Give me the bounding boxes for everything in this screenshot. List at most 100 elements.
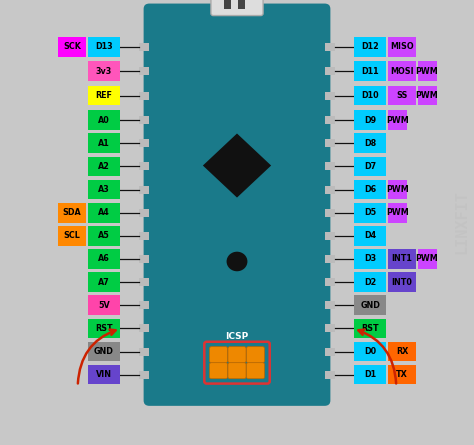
FancyBboxPatch shape	[354, 295, 386, 315]
Text: SDA: SDA	[63, 208, 82, 217]
Text: SCK: SCK	[63, 42, 81, 51]
Bar	[139, 186, 149, 194]
Text: D4: D4	[364, 231, 376, 240]
Text: PWM: PWM	[386, 208, 409, 217]
Bar	[238, 0, 245, 9]
Bar	[325, 116, 335, 124]
FancyBboxPatch shape	[228, 363, 246, 379]
Text: PWM: PWM	[386, 116, 409, 125]
Text: REF: REF	[95, 91, 112, 100]
Bar	[139, 371, 149, 379]
Text: RST: RST	[95, 324, 113, 333]
Bar	[325, 348, 335, 356]
FancyBboxPatch shape	[388, 365, 416, 384]
FancyBboxPatch shape	[354, 319, 386, 338]
Text: D7: D7	[364, 162, 376, 171]
Bar	[139, 92, 149, 100]
Text: D3: D3	[364, 255, 376, 263]
FancyBboxPatch shape	[88, 365, 120, 384]
Text: D2: D2	[364, 278, 376, 287]
FancyBboxPatch shape	[388, 86, 416, 105]
Text: VIN: VIN	[96, 370, 112, 379]
Text: RX: RX	[396, 347, 408, 356]
FancyBboxPatch shape	[354, 272, 386, 292]
FancyBboxPatch shape	[354, 180, 386, 199]
FancyBboxPatch shape	[246, 347, 264, 363]
FancyBboxPatch shape	[354, 61, 386, 81]
Circle shape	[227, 252, 247, 271]
FancyBboxPatch shape	[354, 86, 386, 105]
FancyBboxPatch shape	[88, 37, 120, 57]
Bar	[139, 232, 149, 240]
Text: PWM: PWM	[416, 255, 438, 263]
Text: D13: D13	[95, 42, 113, 51]
Bar	[139, 324, 149, 332]
Text: PWM: PWM	[386, 185, 409, 194]
Text: MOSI: MOSI	[390, 67, 414, 76]
Text: RST: RST	[361, 324, 379, 333]
Text: A2: A2	[98, 162, 110, 171]
FancyBboxPatch shape	[88, 86, 120, 105]
FancyBboxPatch shape	[354, 249, 386, 269]
FancyBboxPatch shape	[88, 319, 120, 338]
FancyBboxPatch shape	[418, 86, 437, 105]
FancyBboxPatch shape	[58, 37, 86, 57]
FancyBboxPatch shape	[210, 347, 228, 363]
FancyBboxPatch shape	[388, 110, 407, 130]
Text: 5V: 5V	[98, 301, 109, 310]
Text: D1: D1	[364, 370, 376, 379]
Bar	[139, 209, 149, 217]
Polygon shape	[203, 134, 271, 198]
Text: D8: D8	[364, 139, 376, 148]
FancyBboxPatch shape	[88, 110, 120, 130]
Bar	[325, 139, 335, 147]
Text: D5: D5	[364, 208, 376, 217]
FancyBboxPatch shape	[418, 61, 437, 81]
FancyBboxPatch shape	[88, 342, 120, 361]
Bar	[139, 43, 149, 51]
Bar	[325, 186, 335, 194]
FancyBboxPatch shape	[388, 272, 416, 292]
Bar	[325, 232, 335, 240]
Text: TX: TX	[396, 370, 408, 379]
Bar	[325, 278, 335, 286]
FancyBboxPatch shape	[144, 4, 330, 406]
Text: A4: A4	[98, 208, 109, 217]
Text: SS: SS	[396, 91, 408, 100]
Text: ICSP: ICSP	[225, 332, 249, 341]
Bar	[139, 67, 149, 75]
Text: D9: D9	[364, 116, 376, 125]
Bar	[325, 301, 335, 309]
Bar	[139, 278, 149, 286]
FancyBboxPatch shape	[228, 347, 246, 363]
Text: INT0: INT0	[392, 278, 412, 287]
FancyBboxPatch shape	[210, 363, 228, 379]
Text: GND: GND	[94, 347, 114, 356]
FancyBboxPatch shape	[88, 180, 120, 199]
Bar	[139, 301, 149, 309]
FancyBboxPatch shape	[388, 180, 407, 199]
Bar	[325, 209, 335, 217]
Bar	[139, 255, 149, 263]
Text: A0: A0	[98, 116, 109, 125]
FancyBboxPatch shape	[88, 134, 120, 153]
Text: A5: A5	[98, 231, 109, 240]
Bar	[325, 92, 335, 100]
FancyBboxPatch shape	[388, 249, 416, 269]
Text: D11: D11	[361, 67, 379, 76]
FancyBboxPatch shape	[88, 272, 120, 292]
FancyBboxPatch shape	[354, 226, 386, 246]
FancyBboxPatch shape	[58, 226, 86, 246]
FancyBboxPatch shape	[388, 37, 416, 57]
Bar	[325, 371, 335, 379]
Text: D6: D6	[364, 185, 376, 194]
Bar	[325, 67, 335, 75]
Bar	[325, 324, 335, 332]
FancyBboxPatch shape	[88, 249, 120, 269]
FancyBboxPatch shape	[354, 157, 386, 176]
Text: A6: A6	[98, 255, 109, 263]
FancyBboxPatch shape	[211, 0, 263, 16]
Text: LINXFIT: LINXFIT	[455, 190, 470, 255]
Text: MISO: MISO	[390, 42, 414, 51]
Bar	[139, 116, 149, 124]
